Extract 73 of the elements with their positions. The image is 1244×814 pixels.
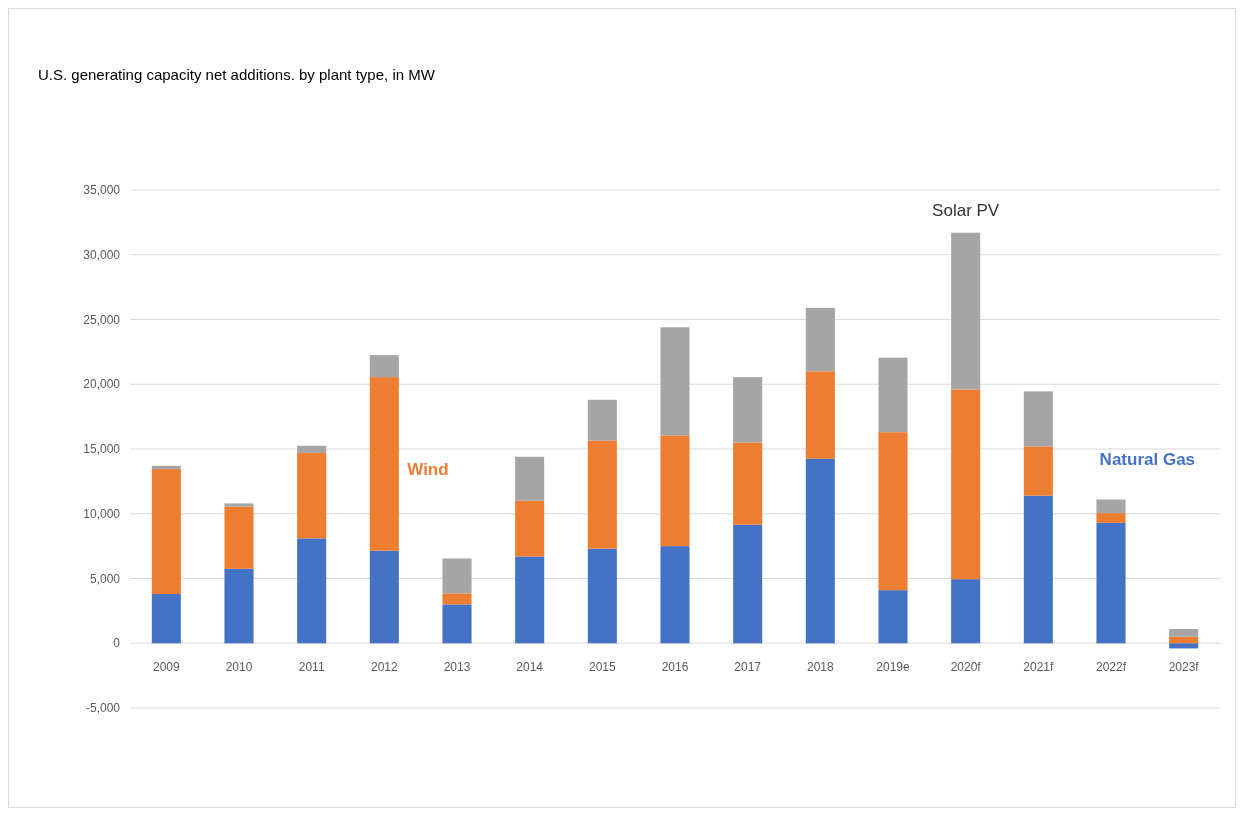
bar (1023, 391, 1053, 447)
bar (224, 568, 254, 644)
bar (587, 548, 617, 644)
x-tick-label: 2022f (1095, 660, 1127, 675)
bar (369, 355, 399, 378)
y-tick-label: 0 (113, 636, 121, 651)
bar (224, 503, 254, 507)
bar (515, 500, 545, 557)
bar (515, 556, 545, 644)
bar (1023, 495, 1053, 644)
bar (878, 590, 908, 644)
x-tick-label: 2014 (516, 660, 544, 675)
y-tick-label: 25,000 (83, 312, 121, 327)
x-tick-label: 2015 (588, 660, 616, 675)
bar (805, 458, 835, 644)
x-tick-label: 2017 (734, 660, 762, 675)
bar (297, 445, 327, 453)
series-label: Wind (407, 459, 449, 479)
bar (1169, 629, 1199, 637)
x-tick-label: 2013 (443, 660, 471, 675)
bar (515, 456, 545, 501)
bar (1096, 499, 1126, 514)
x-tick-label: 2020f (950, 660, 982, 675)
bar (733, 442, 763, 525)
x-tick-label: 2023f (1168, 660, 1200, 675)
bar (587, 399, 617, 441)
bar (587, 440, 617, 549)
y-tick-label: -5,000 (85, 701, 121, 716)
bar (151, 469, 181, 595)
series-label: Solar PV (932, 200, 1000, 220)
bar (878, 357, 908, 433)
bar (369, 550, 399, 644)
bar (224, 506, 254, 569)
y-tick-label: 10,000 (83, 506, 121, 521)
bar (442, 558, 472, 594)
bar (951, 389, 981, 580)
bar (442, 604, 472, 644)
y-tick-label: 15,000 (83, 442, 121, 457)
y-tick-label: 35,000 (83, 183, 121, 198)
bar (733, 377, 763, 443)
y-tick-label: 5,000 (89, 571, 121, 586)
bar (805, 371, 835, 459)
bar (878, 432, 908, 591)
bar (297, 452, 327, 539)
bar (297, 538, 327, 644)
text: Natural Gas (1099, 449, 1196, 469)
bar (951, 232, 981, 390)
x-tick-label: 2016 (661, 660, 689, 675)
bar (151, 465, 181, 470)
bar (660, 327, 690, 436)
bar (951, 579, 981, 644)
x-tick-label: 2012 (370, 660, 398, 675)
bar (733, 524, 763, 644)
bar (369, 377, 399, 551)
x-tick-label: 2019e (876, 660, 911, 675)
bar (1096, 522, 1126, 644)
x-tick-label: 2021f (1023, 660, 1055, 675)
bar (442, 593, 472, 605)
bar (660, 546, 690, 644)
bar (1096, 513, 1126, 523)
chart-title: U.S. generating capacity net additions. by plant type, in MW (38, 66, 436, 83)
y-tick-label: 30,000 (83, 247, 121, 262)
bar (1023, 446, 1053, 496)
x-tick-label: 2018 (806, 660, 834, 675)
bar (660, 435, 690, 547)
x-tick-label: 2009 (152, 660, 180, 675)
x-tick-label: 2010 (225, 660, 253, 675)
bar (151, 594, 181, 644)
bar (1169, 643, 1199, 649)
bar (1169, 636, 1199, 644)
x-tick-label: 2011 (298, 660, 325, 675)
bar (805, 307, 835, 372)
y-tick-label: 20,000 (83, 377, 121, 392)
